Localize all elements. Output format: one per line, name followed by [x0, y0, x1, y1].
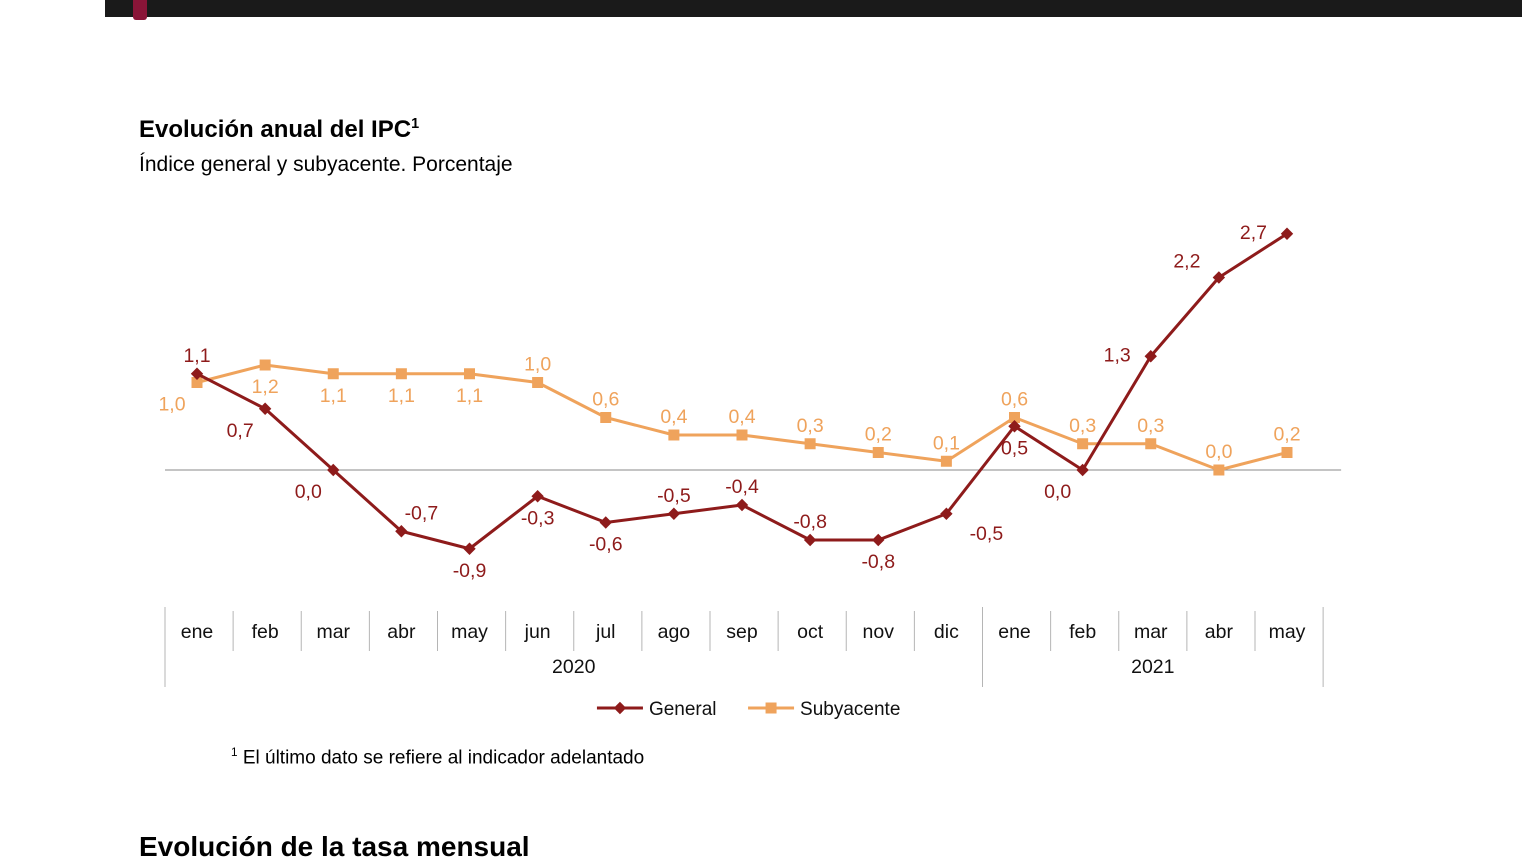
svg-text:0,0: 0,0: [295, 481, 322, 503]
svg-text:-0,3: -0,3: [521, 507, 555, 529]
svg-text:0,2: 0,2: [1273, 424, 1300, 446]
svg-text:feb: feb: [1069, 621, 1096, 643]
footnote: 1 El último dato se refiere al indicador…: [231, 746, 644, 769]
svg-text:0,6: 0,6: [592, 389, 619, 411]
svg-text:0,4: 0,4: [728, 406, 755, 428]
svg-text:0,5: 0,5: [1001, 437, 1028, 459]
svg-text:-0,8: -0,8: [861, 551, 895, 573]
month-separator-ticks: [164, 607, 1324, 687]
month-axis-labels: ene feb mar abr may jun jul ago sep oct nov dic ene f…: [181, 621, 1306, 643]
svg-text:1,1: 1,1: [388, 385, 415, 407]
svg-text:-0,6: -0,6: [589, 534, 623, 556]
svg-text:0,6: 0,6: [1001, 389, 1028, 411]
chart-title-text: Evolución anual del IPC: [139, 116, 412, 143]
browser-top-bar: [105, 0, 1522, 17]
svg-text:ene: ene: [181, 621, 214, 643]
svg-text:jul: jul: [595, 621, 616, 643]
year-axis-labels: 2020 2021: [552, 656, 1174, 678]
ine-logo-fragment: [133, 0, 147, 20]
title-footnote-marker: 1: [411, 116, 420, 132]
series-labels-general: 1,1 0,7 0,0 -0,7 -0,9 -0,3 -0,6 -0,5 -0,4 -0,8 -0,…: [183, 222, 1267, 582]
series-general: [190, 227, 1294, 555]
svg-text:1,0: 1,0: [158, 394, 185, 416]
svg-text:feb: feb: [252, 621, 279, 643]
svg-text:abr: abr: [387, 621, 416, 643]
svg-text:ago: ago: [658, 621, 691, 643]
svg-text:1,0: 1,0: [524, 354, 551, 376]
svg-text:0,0: 0,0: [1205, 441, 1232, 463]
svg-text:ene: ene: [998, 621, 1031, 643]
svg-text:-0,9: -0,9: [453, 560, 487, 582]
svg-text:2021: 2021: [1131, 656, 1174, 678]
svg-text:1,1: 1,1: [183, 345, 210, 367]
chart-legend: General Subyacente: [596, 699, 900, 720]
svg-text:sep: sep: [726, 621, 758, 643]
svg-text:1,1: 1,1: [456, 385, 483, 407]
svg-text:may: may: [451, 621, 488, 643]
svg-text:abr: abr: [1205, 621, 1234, 643]
svg-text:2,2: 2,2: [1173, 251, 1200, 273]
svg-text:0,1: 0,1: [933, 432, 960, 454]
svg-text:jun: jun: [524, 621, 551, 643]
svg-text:2,7: 2,7: [1240, 222, 1267, 244]
svg-text:-0,8: -0,8: [793, 511, 827, 533]
svg-text:dic: dic: [934, 621, 959, 643]
svg-text:0,3: 0,3: [1069, 415, 1096, 437]
svg-text:-0,5: -0,5: [970, 523, 1004, 545]
svg-text:0,3: 0,3: [1137, 415, 1164, 437]
svg-text:Subyacente: Subyacente: [800, 699, 900, 720]
svg-text:nov: nov: [863, 621, 895, 643]
svg-text:0,4: 0,4: [660, 406, 687, 428]
ipc-annual-evolution-chart: ene feb mar abr may jun jul ago sep oct nov dic ene f…: [158, 222, 1342, 720]
svg-text:-0,4: -0,4: [725, 476, 759, 498]
svg-text:mar: mar: [1134, 621, 1168, 643]
footnote-marker: 1: [231, 746, 238, 759]
svg-text:1,3: 1,3: [1104, 344, 1131, 366]
svg-text:0,3: 0,3: [797, 415, 824, 437]
svg-text:0,7: 0,7: [227, 420, 254, 442]
svg-text:2020: 2020: [552, 656, 596, 678]
svg-text:mar: mar: [316, 621, 350, 643]
svg-text:-0,7: -0,7: [405, 502, 439, 524]
series-subyacente: [191, 359, 1293, 476]
svg-text:-0,5: -0,5: [657, 485, 691, 507]
svg-text:1,2: 1,2: [252, 376, 279, 398]
svg-text:General: General: [649, 699, 717, 720]
svg-text:oct: oct: [797, 621, 824, 643]
svg-text:1,1: 1,1: [320, 385, 347, 407]
svg-text:0,0: 0,0: [1044, 481, 1071, 503]
chart-title: Evolución anual del IPC1: [139, 116, 419, 144]
svg-text:may: may: [1269, 621, 1306, 643]
next-section-title: Evolución de la tasa mensual: [139, 831, 530, 862]
footnote-text: El último dato se refiere al indicador a…: [242, 747, 645, 769]
series-labels-subyacente: 1,0 1,2 1,1 1,1 1,1 1,0 0,6 0,4 0,4 0,3 0,2 0,1 0,6 0…: [158, 354, 1300, 464]
svg-text:0,2: 0,2: [865, 424, 892, 446]
chart-subtitle: Índice general y subyacente. Porcentaje: [139, 153, 513, 176]
